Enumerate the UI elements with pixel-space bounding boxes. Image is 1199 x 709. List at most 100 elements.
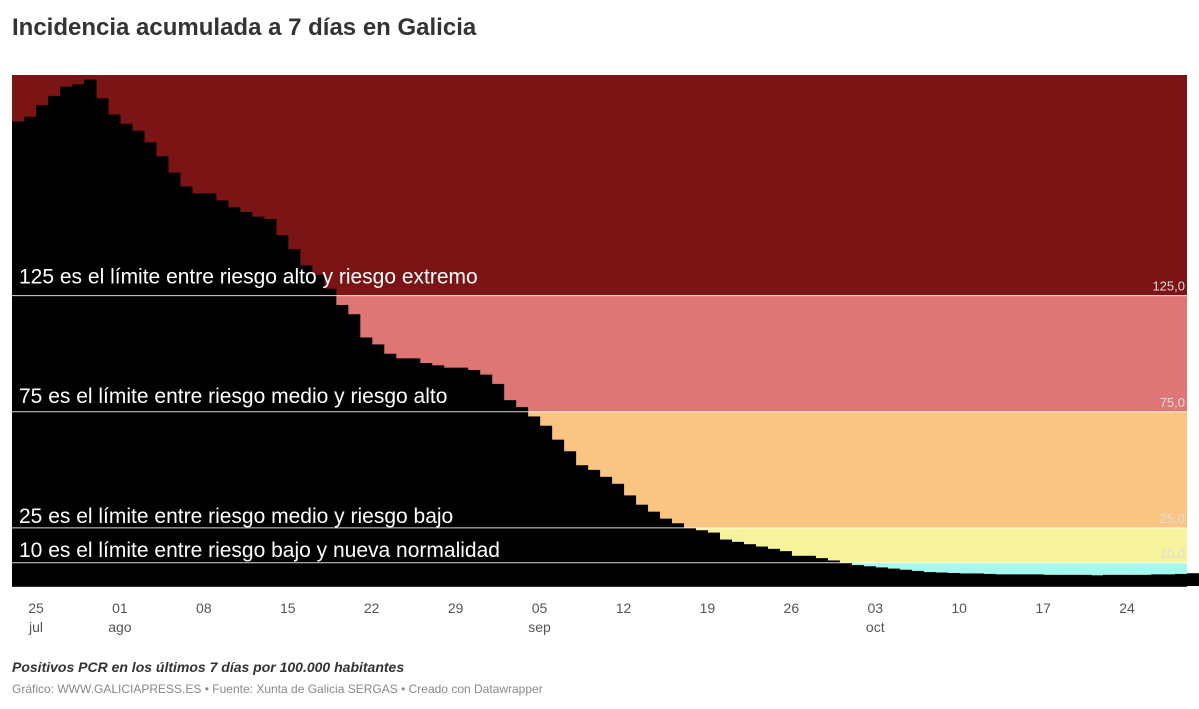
bar	[347, 314, 361, 586]
bar	[695, 530, 709, 586]
bar	[71, 84, 85, 587]
bar	[299, 265, 313, 586]
footer-source[interactable]: Xunta de Galicia SERGAS	[256, 682, 398, 696]
bar	[59, 86, 73, 586]
bar	[359, 337, 373, 586]
x-tick-label: 10	[951, 600, 967, 616]
bar	[1103, 574, 1116, 586]
bar	[275, 235, 289, 586]
bar	[1019, 574, 1032, 586]
bar	[1079, 574, 1092, 586]
bar	[1175, 573, 1188, 586]
x-tick-label: 03	[867, 600, 883, 616]
x-tick-month-label: oct	[866, 619, 885, 635]
bar	[263, 219, 277, 586]
x-axis: 25 jul 01 ago 08 15 22 29 05 sep 12 19 26 03 oct 10 17 24	[12, 586, 1187, 635]
bar	[983, 573, 996, 586]
x-tick-label: 17	[1035, 600, 1051, 616]
x-tick-label: 19	[700, 600, 716, 616]
bar	[1007, 574, 1020, 586]
x-tick-label: 01	[112, 600, 128, 616]
bar	[12, 121, 25, 587]
bar	[1055, 574, 1068, 586]
bar	[611, 483, 625, 586]
chart-notes: Positivos PCR en los últimos 7 días por …	[12, 659, 405, 675]
bar	[671, 523, 685, 586]
bar	[179, 186, 193, 586]
bar	[1067, 574, 1080, 586]
bar	[191, 193, 205, 586]
bar	[419, 363, 433, 586]
bar	[623, 495, 637, 586]
bar	[515, 407, 529, 586]
x-tick-label: 05	[532, 600, 548, 616]
bar	[455, 367, 469, 586]
x-tick-label: 24	[1119, 600, 1135, 616]
bar	[707, 532, 720, 586]
threshold-value-label: 75,0	[1160, 395, 1185, 410]
threshold-annotation: 75 es el límite entre riesgo medio y rie…	[19, 385, 447, 408]
bar	[791, 555, 804, 586]
bar	[311, 274, 325, 586]
x-tick-label: 29	[448, 600, 464, 616]
bar	[647, 511, 661, 586]
bar	[1187, 573, 1199, 586]
bar	[743, 544, 756, 586]
footer-chart-by[interactable]: WWW.GALICIAPRESS.ES	[57, 682, 202, 696]
threshold-annotation: 10 es el límite entre riesgo bajo y nuev…	[19, 539, 500, 562]
bar	[1127, 574, 1140, 586]
bar	[1043, 574, 1056, 586]
bar	[935, 572, 948, 586]
bar	[95, 98, 109, 587]
bar	[911, 570, 924, 586]
threshold-value-label: 25,0	[1160, 511, 1185, 526]
bar	[551, 439, 565, 586]
x-tick-label: 15	[280, 600, 296, 616]
threshold-lines: 125,0 75,0 25,0 10,0	[12, 279, 1187, 564]
threshold-annotations: 125 es el límite entre riesgo alto y rie…	[19, 266, 500, 562]
bar	[203, 193, 217, 586]
bar	[1115, 574, 1128, 586]
bar	[971, 573, 984, 586]
bar	[47, 95, 61, 587]
x-tick-label: 26	[784, 600, 800, 616]
bar	[1151, 574, 1164, 586]
bar	[575, 465, 589, 586]
bar	[563, 451, 577, 586]
bar	[335, 304, 349, 586]
bar	[287, 249, 301, 587]
x-tick-month-label: ago	[108, 619, 132, 635]
bar-series	[12, 79, 1199, 587]
bar	[899, 569, 912, 586]
bar	[371, 344, 385, 586]
chart-title: Incidencia acumulada a 7 días en Galicia	[12, 14, 477, 41]
bar	[479, 374, 493, 586]
bar	[659, 518, 673, 586]
bar	[215, 200, 229, 586]
bar	[947, 572, 960, 586]
x-tick-label: 08	[196, 600, 212, 616]
x-tick-month-label: sep	[528, 619, 551, 635]
bar	[395, 358, 409, 586]
bar	[1163, 574, 1176, 586]
threshold-annotation: 25 es el límite entre riesgo medio y rie…	[19, 505, 453, 528]
bar	[443, 367, 457, 586]
bar	[323, 288, 337, 586]
bar	[527, 416, 541, 586]
x-tick-label: 25	[28, 600, 44, 616]
bar	[431, 365, 445, 586]
bar	[35, 105, 49, 586]
bar	[851, 565, 864, 586]
bar	[767, 548, 780, 586]
footer-source-label: Fuente:	[212, 682, 253, 696]
bar	[599, 476, 613, 586]
bar	[119, 123, 133, 586]
bar	[1091, 575, 1104, 586]
bar	[107, 114, 121, 587]
bar	[731, 541, 744, 586]
threshold-value-label: 125,0	[1152, 279, 1185, 294]
bar	[467, 369, 481, 586]
footer-made-with[interactable]: Creado con Datawrapper	[408, 682, 543, 696]
bar	[923, 572, 936, 586]
bar	[491, 383, 505, 586]
